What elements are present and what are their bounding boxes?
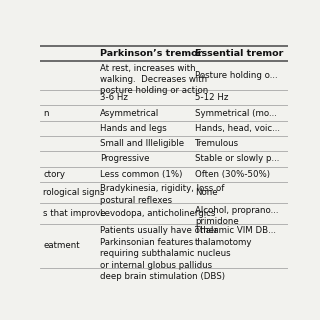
- Text: 3-6 Hz: 3-6 Hz: [100, 93, 128, 102]
- Text: Alcohol, proprano...
primidone: Alcohol, proprano... primidone: [195, 206, 279, 227]
- Text: Parkinson’s tremor: Parkinson’s tremor: [100, 49, 203, 58]
- Text: None: None: [195, 188, 218, 197]
- Text: Progressive: Progressive: [100, 154, 150, 164]
- Text: At rest, increases with
walking.  Decreases with
posture holding or action: At rest, increases with walking. Decreas…: [100, 64, 209, 95]
- Text: ctory: ctory: [43, 170, 65, 179]
- Text: Symmetrical (mo...: Symmetrical (mo...: [195, 108, 277, 117]
- Text: rological signs: rological signs: [43, 188, 105, 197]
- Text: Essential tremor: Essential tremor: [195, 49, 284, 58]
- Text: Levodopa, anticholinergics: Levodopa, anticholinergics: [100, 209, 216, 218]
- Text: Hands and legs: Hands and legs: [100, 124, 167, 133]
- Text: Stable or slowly p...: Stable or slowly p...: [195, 154, 280, 164]
- Text: Thalamic VIM DB...
thalamotomy: Thalamic VIM DB... thalamotomy: [195, 226, 276, 247]
- Text: n: n: [43, 108, 49, 117]
- Text: Asymmetrical: Asymmetrical: [100, 108, 159, 117]
- Text: Tremulous: Tremulous: [195, 139, 239, 148]
- Text: Posture holding o...: Posture holding o...: [195, 71, 278, 80]
- Text: Less common (1%): Less common (1%): [100, 170, 183, 179]
- Text: s that improve: s that improve: [43, 209, 106, 218]
- Text: 5-12 Hz: 5-12 Hz: [195, 93, 228, 102]
- Text: eatment: eatment: [43, 241, 80, 250]
- Text: Patients usually have other
Parkinsonian features
requiring subthalamic nucleus
: Patients usually have other Parkinsonian…: [100, 226, 231, 281]
- Text: Hands, head, voic...: Hands, head, voic...: [195, 124, 280, 133]
- Text: Bradykinesia, rigidity, loss of
postural reflexes: Bradykinesia, rigidity, loss of postural…: [100, 184, 225, 205]
- Text: Often (30%-50%): Often (30%-50%): [195, 170, 270, 179]
- Text: Small and Illeligible: Small and Illeligible: [100, 139, 184, 148]
